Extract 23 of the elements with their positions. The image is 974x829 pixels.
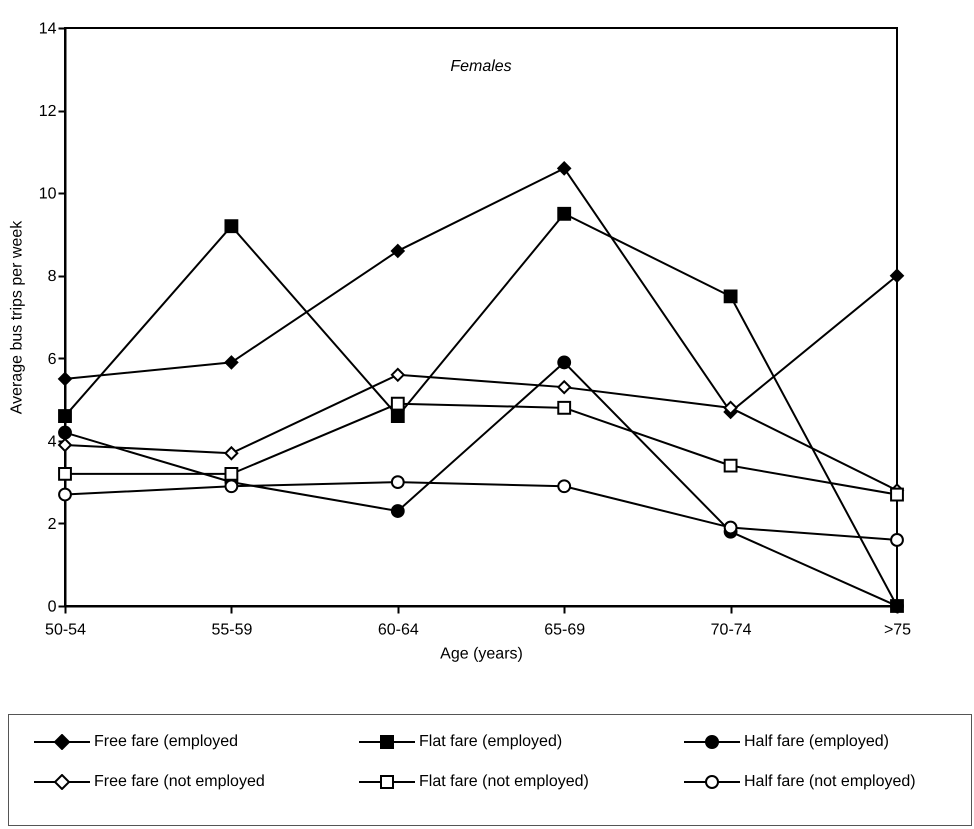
y-tick-label: 8 [48, 268, 57, 286]
legend-label: Flat fare (employed) [419, 733, 562, 751]
legend-label: Half fare (not employed) [744, 773, 916, 791]
y-tick-label: 10 [38, 186, 57, 203]
x-tick-label: 70-74 [710, 622, 752, 638]
legend-label: Free fare (not employed [94, 773, 265, 791]
legend-label: Half fare (employed) [744, 733, 889, 751]
annotation: Females [450, 58, 512, 75]
x-tick-label: 55-59 [211, 622, 252, 638]
legend-label: Flat fare (not employed) [419, 773, 589, 791]
y-axis-title: Average bus trips per week [8, 220, 26, 414]
x-tick-label: 60-64 [378, 622, 419, 638]
x-axis-title: Age (years) [440, 646, 523, 662]
y-tick-label: 12 [38, 103, 57, 120]
y-tick-label: 14 [38, 20, 57, 38]
x-tick-label: >75 [884, 622, 912, 638]
y-tick-label: 2 [48, 516, 57, 533]
y-tick-label: 0 [48, 598, 57, 616]
y-tick-label: 6 [48, 350, 57, 368]
x-tick-label: 65-69 [544, 622, 586, 638]
legend-label: Free fare (employed [94, 733, 238, 751]
y-tick-label: 4 [48, 433, 57, 450]
x-tick-label: 50-54 [45, 622, 86, 638]
